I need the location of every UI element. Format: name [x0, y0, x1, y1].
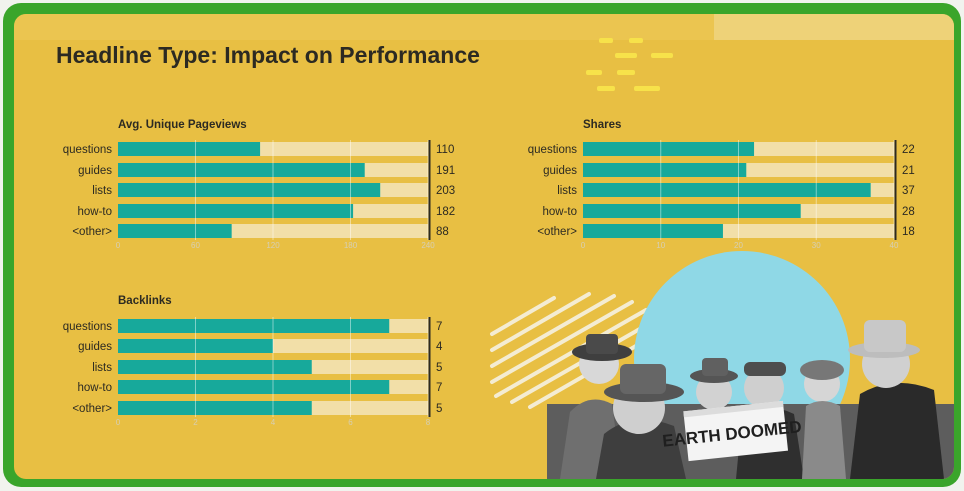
- green-frame: EARTH DOOMED Headline Type: Impact on Pe…: [3, 3, 961, 487]
- category-label: questions: [528, 144, 577, 156]
- category-label: <other>: [537, 226, 577, 238]
- value-label: 22: [902, 144, 915, 156]
- chart-title: Shares: [583, 119, 621, 131]
- corner-logo-area: [714, 14, 954, 40]
- category-label: guides: [78, 165, 112, 177]
- category-label: questions: [63, 144, 112, 156]
- tick-label: 0: [116, 241, 121, 250]
- bar: [583, 204, 801, 218]
- bar: [118, 142, 261, 156]
- category-label: how-to: [77, 382, 112, 394]
- tick-label: 0: [116, 418, 121, 427]
- tick-label: 60: [191, 241, 200, 250]
- value-label: 110: [436, 144, 454, 156]
- bar: [118, 163, 365, 177]
- tick-label: 40: [890, 241, 899, 250]
- vintage-newspaper-crowd-photo: [547, 320, 954, 479]
- value-label: 18: [902, 226, 915, 238]
- bar: [118, 183, 381, 197]
- category-label: how-to: [77, 206, 112, 218]
- value-label: 5: [436, 362, 442, 374]
- tick-label: 8: [426, 418, 431, 427]
- category-label: <other>: [72, 226, 112, 238]
- value-label: 191: [436, 165, 455, 177]
- category-label: guides: [543, 165, 577, 177]
- value-label: 37: [902, 185, 915, 197]
- tick-label: 180: [344, 241, 358, 250]
- value-label: 21: [902, 165, 915, 177]
- value-label: 7: [436, 321, 442, 333]
- infographic-panel: EARTH DOOMED Headline Type: Impact on Pe…: [14, 14, 954, 479]
- chart-avg-unique-pageviews: Avg. Unique Pageviews questions 110 guides 1…: [63, 119, 455, 250]
- tick-label: 4: [271, 418, 276, 427]
- tick-label: 20: [734, 241, 743, 250]
- category-label: questions: [63, 321, 112, 333]
- bar: [118, 319, 390, 333]
- bar: [118, 380, 390, 394]
- bar: [583, 142, 755, 156]
- bar: [583, 183, 871, 197]
- value-label: 182: [436, 206, 455, 218]
- category-label: lists: [92, 185, 112, 197]
- value-label: 4: [436, 341, 443, 353]
- tick-label: 2: [193, 418, 198, 427]
- value-label: 88: [436, 226, 449, 238]
- chart-backlinks: Backlinks questions 7 guides 4 lists 5 how-to 7 <…: [63, 295, 443, 427]
- bar: [118, 401, 312, 415]
- value-label: 5: [436, 403, 442, 415]
- decoration-layer: EARTH DOOMED: [490, 38, 954, 479]
- tick-label: 6: [348, 418, 353, 427]
- bar: [118, 204, 354, 218]
- bar: [118, 360, 312, 374]
- bar: [118, 339, 273, 353]
- value-label: 28: [902, 206, 915, 218]
- tick-label: 0: [581, 241, 586, 250]
- tick-label: 30: [812, 241, 821, 250]
- category-label: lists: [557, 185, 577, 197]
- category-label: <other>: [72, 403, 112, 415]
- chart-title: Backlinks: [118, 295, 172, 307]
- category-label: guides: [78, 341, 112, 353]
- tick-label: 120: [266, 241, 280, 250]
- bar: [118, 224, 232, 238]
- chart-title: Avg. Unique Pageviews: [118, 119, 247, 131]
- bar: [583, 163, 747, 177]
- dash-cluster-decoration: [586, 38, 673, 91]
- category-label: how-to: [542, 206, 577, 218]
- tick-label: 10: [656, 241, 665, 250]
- page-title: Headline Type: Impact on Performance: [56, 42, 480, 68]
- bar: [583, 224, 723, 238]
- value-label: 7: [436, 382, 442, 394]
- value-label: 203: [436, 185, 455, 197]
- chart-shares: Shares questions 22 guides 21 lists 37 how-to 28…: [528, 119, 915, 250]
- category-label: lists: [92, 362, 112, 374]
- tick-label: 240: [421, 241, 435, 250]
